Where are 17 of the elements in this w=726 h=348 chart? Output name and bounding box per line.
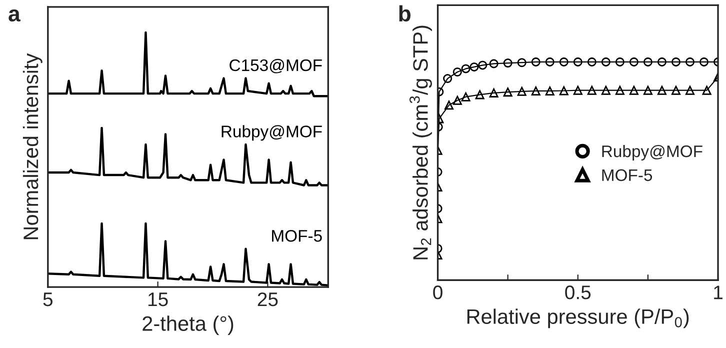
y-axis-title: Normalized intensity [22,53,42,240]
series-label: C153@MOF [230,58,322,74]
x-axis-title: Relative pressure (P/P$_{0}$) [467,308,689,328]
x-axis-title: 2-theta (°) [142,316,234,336]
y-axis-title: N$_{2}$ adsorbed (cm$^{3}$/g STP) [410,26,432,260]
text: b [399,5,411,22]
x-tick-label: 15 [148,292,168,306]
x-tick-label: 1 [714,286,722,300]
text: a [8,9,20,22]
legend-label: MOF-5 [602,169,652,182]
x-tick-label: 0 [433,286,442,300]
legend-label: Rubpy@MOF [602,144,702,161]
x-tick-label: 5 [43,292,53,306]
x-tick-label: 0.5 [565,286,591,300]
x-tick-label: 25 [258,292,278,306]
series-label: MOF-5 [272,230,322,242]
series-label: Rubpy@MOF [222,125,322,141]
